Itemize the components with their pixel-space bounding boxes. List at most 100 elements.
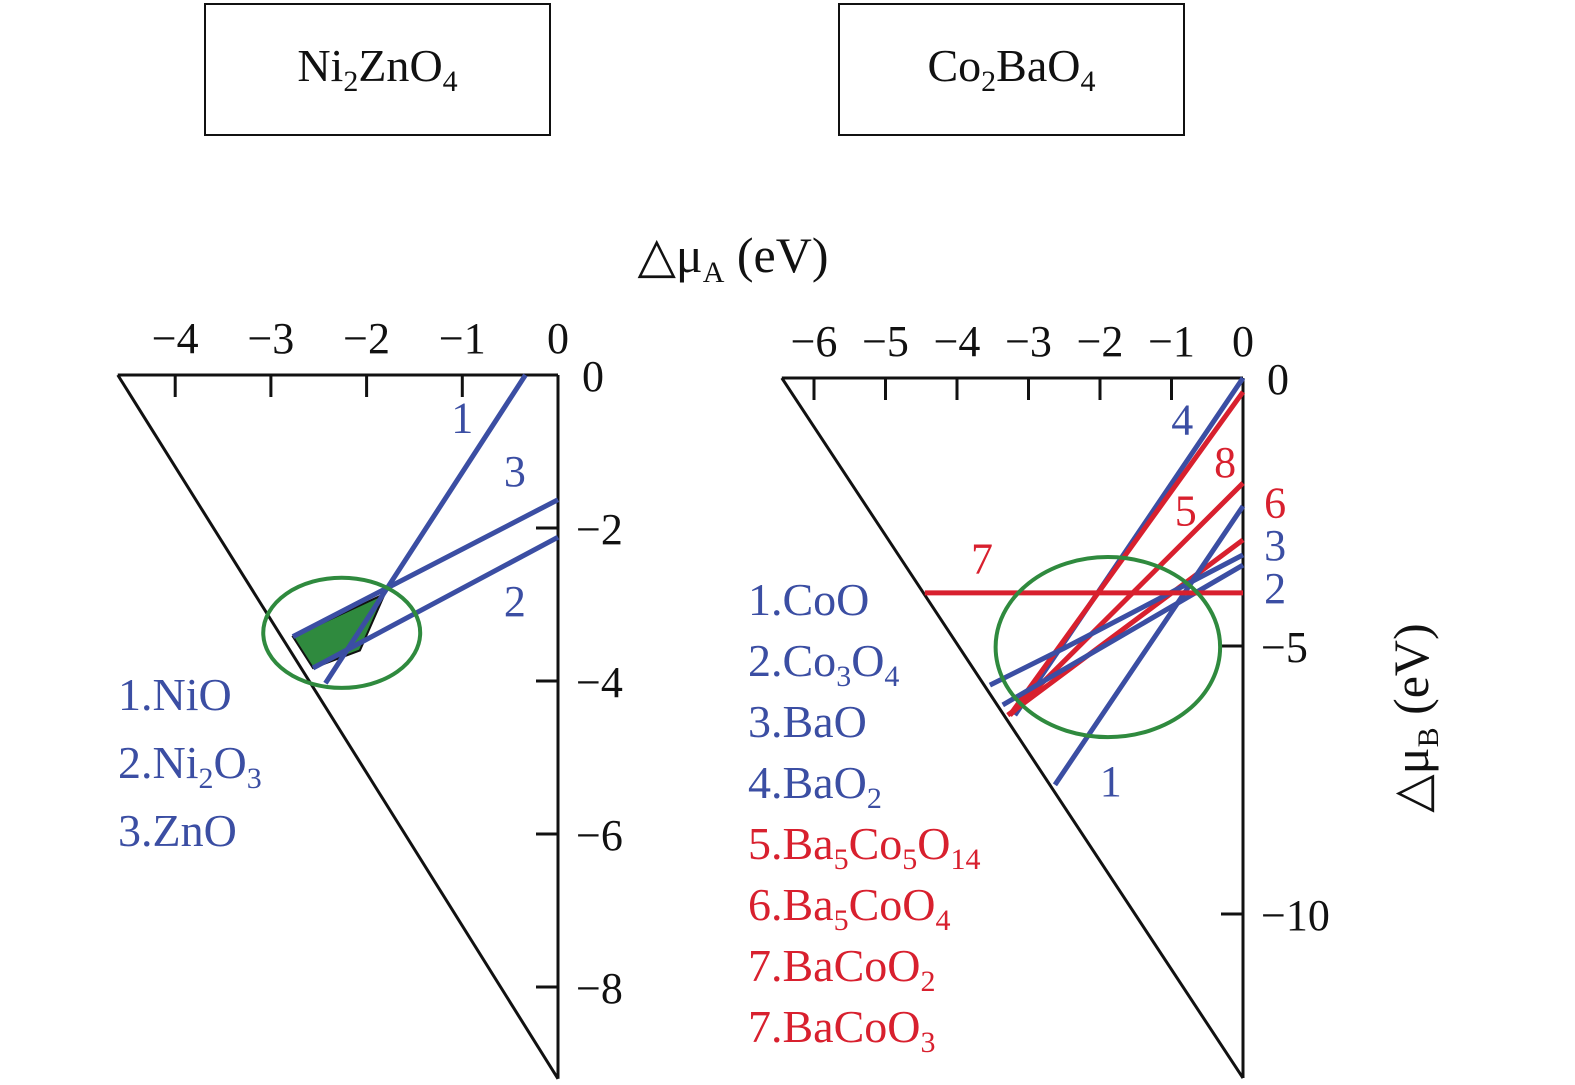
series-label-2: 2	[504, 577, 526, 626]
formula-part: Zn	[358, 40, 410, 92]
legend-entry: 1.NiO	[118, 669, 232, 720]
boundary-line	[780, 377, 1245, 1079]
x-tick-label: 0	[547, 314, 569, 363]
legend-text: 3.ZnO	[118, 805, 237, 856]
series-label-7: 7	[971, 535, 993, 584]
legend-entry: 4.BaO2​	[748, 757, 882, 815]
y-tick-label: −4	[576, 658, 623, 707]
series-label-2: 2	[1264, 564, 1286, 613]
formula-part: O	[1047, 40, 1081, 92]
series-label-3: 3	[504, 447, 526, 496]
x-tick-label: 0	[1232, 317, 1254, 366]
stable-region	[291, 591, 387, 670]
y-tick-label: 0	[582, 352, 604, 401]
legend-subscript: 2	[921, 965, 936, 998]
legend-entry: 7.BaCoO3​	[748, 1001, 936, 1059]
legend-subscript: 5	[902, 843, 917, 876]
legend-text: 3.BaO	[748, 696, 867, 747]
legend-entry: 1.CoO	[748, 574, 869, 625]
series-label-8: 8	[1214, 438, 1236, 487]
formula-part: Ba	[996, 40, 1048, 92]
legend-text: CoO	[849, 879, 936, 930]
x-tick-label: −6	[791, 317, 838, 366]
legend-entry: 5.Ba5​Co5​O14​	[748, 818, 981, 876]
formula-subscript: 2	[343, 65, 359, 99]
formula-part: O	[409, 40, 443, 92]
series-label-1: 1	[1100, 757, 1122, 806]
x-tick-label: −1	[1148, 317, 1195, 366]
x-tick-label: −4	[152, 314, 199, 363]
y-tick-label: −8	[576, 964, 623, 1013]
series-line-5	[1006, 537, 1245, 718]
highlight-ellipse	[261, 575, 423, 690]
chart-ni2zno4: −4−3−2−100−2−4−6−81321.NiO2.Ni2​O3​3.ZnO…	[116, 227, 829, 1080]
y-tick-label: 0	[1267, 355, 1289, 404]
series-line-3	[1001, 562, 1245, 708]
legend-subscript: 4	[936, 904, 951, 937]
series-line-1	[1052, 504, 1246, 787]
legend-subscript: 14	[951, 843, 981, 876]
legend-text: 7.BaCoO	[748, 940, 921, 991]
title-box-co2bao4: Co2BaO4	[838, 3, 1185, 136]
series-line-2	[311, 534, 560, 671]
y-tick-label: −10	[1261, 891, 1330, 940]
legend-entry: 6.Ba5​CoO4​	[748, 879, 951, 937]
legend-subscript: 3	[836, 660, 851, 693]
formula-subscript: 4	[442, 65, 458, 99]
x-tick-label: −3	[247, 314, 294, 363]
x-axis-label: △μA (eV)	[637, 227, 828, 289]
legend-subscript: 5	[834, 843, 849, 876]
series-label-4: 4	[1171, 395, 1193, 444]
legend-text: 4.BaO	[748, 757, 867, 808]
x-tick-label: −2	[343, 314, 390, 363]
legend-subscript: 2	[199, 762, 214, 795]
legend-text: O	[917, 818, 950, 869]
title-co2bao4: Co2BaO4	[927, 39, 1095, 99]
series-line-2	[988, 552, 1245, 688]
legend-subscript: 2	[867, 782, 882, 815]
legend-entry: 3.ZnO	[118, 805, 237, 856]
legend-entry: 3.BaO	[748, 696, 867, 747]
x-tick-label: −1	[439, 314, 486, 363]
series-label-6: 6	[1264, 478, 1286, 527]
legend-text: 2.Ni	[118, 737, 199, 788]
chart-co2bao4: −6−5−4−3−2−100−5−10486532171.CoO2.Co3​O4…	[748, 317, 1445, 1079]
legend-entry: 2.Ni2​O3​	[118, 737, 262, 795]
series-label-1: 1	[451, 393, 473, 442]
formula-subscript: 2	[981, 65, 997, 99]
title-box-ni2zno4: Ni2ZnO4	[204, 3, 551, 136]
legend-entry: 2.Co3​O4​	[748, 635, 899, 693]
legend-entry: 7.BaCoO2​	[748, 940, 936, 998]
legend-text: 7.BaCoO	[748, 1001, 921, 1052]
legend-subscript: 3	[247, 762, 262, 795]
boundary-line	[116, 374, 560, 1080]
y-axis-label: △μB (eV)	[1383, 623, 1445, 812]
legend-subscript: 5	[834, 904, 849, 937]
title-ni2zno4: Ni2ZnO4	[297, 39, 457, 99]
legend-text: 2.Co	[748, 635, 836, 686]
series-line-3	[291, 497, 560, 639]
legend-text: 1.CoO	[748, 574, 869, 625]
legend-text: Co	[849, 818, 903, 869]
x-tick-label: −5	[862, 317, 909, 366]
formula-part: Ni	[297, 40, 344, 92]
series-line-1	[323, 373, 528, 685]
legend-text: O	[851, 635, 884, 686]
series-line-8	[1007, 390, 1246, 717]
legend-subscript: 3	[921, 1026, 936, 1059]
x-tick-label: −3	[1005, 317, 1052, 366]
legend-text: 1.NiO	[118, 669, 232, 720]
legend-text: O	[214, 737, 247, 788]
highlight-ellipse	[993, 555, 1223, 740]
legend-text: 5.Ba	[748, 818, 834, 869]
formula-subscript: 4	[1080, 65, 1096, 99]
y-tick-label: −5	[1261, 623, 1308, 672]
x-tick-label: −2	[1077, 317, 1124, 366]
series-label-5: 5	[1175, 486, 1197, 535]
y-tick-label: −2	[576, 505, 623, 554]
legend-subscript: 4	[884, 660, 899, 693]
formula-part: Co	[927, 40, 982, 92]
x-tick-label: −4	[934, 317, 981, 366]
y-tick-label: −6	[576, 811, 623, 860]
